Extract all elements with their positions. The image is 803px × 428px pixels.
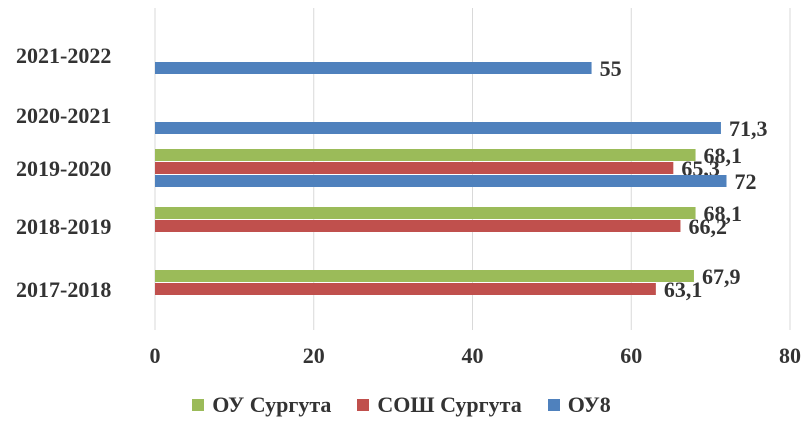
y-category-label: 2020-2021	[16, 103, 111, 128]
x-tick-label: 0	[150, 343, 161, 368]
legend-swatch-ou8	[547, 399, 560, 411]
legend-label-sosh-surgut: СОШ Сургута	[377, 392, 522, 417]
x-tick-label: 20	[303, 343, 325, 368]
x-tick-label: 40	[462, 343, 484, 368]
bar-1-2	[155, 162, 674, 174]
x-tick-label: 80	[779, 343, 801, 368]
data-label: 68,1	[704, 143, 743, 168]
y-category-label: 2019-2020	[16, 156, 111, 181]
legend-item-ou-surgut: ОУ Сургута	[192, 392, 331, 418]
data-label: 66,2	[688, 214, 727, 239]
x-tick-label: 60	[620, 343, 642, 368]
data-label: 72	[735, 169, 757, 194]
data-label: 55	[600, 56, 622, 81]
y-category-label: 2018-2019	[16, 214, 111, 239]
data-label: 63,1	[664, 277, 703, 302]
legend-label-ou8: ОУ8	[567, 392, 611, 417]
legend-label-ou-surgut: ОУ Сургута	[212, 392, 332, 417]
bar-0-1	[155, 207, 696, 219]
bar-2-3	[155, 122, 721, 134]
bar-0-2	[155, 149, 696, 161]
legend-item-ou8: ОУ8	[547, 392, 611, 418]
bar-2-4	[155, 62, 592, 74]
data-label: 71,3	[729, 116, 768, 141]
legend: ОУ Сургута СОШ Сургута ОУ8	[0, 390, 803, 420]
y-category-label: 2021-2022	[16, 43, 111, 68]
data-label: 67,9	[702, 264, 741, 289]
legend-item-sosh-surgut: СОШ Сургута	[357, 392, 522, 418]
legend-swatch-ou-surgut	[192, 399, 205, 411]
bar-2-2	[155, 175, 727, 187]
bar-1-1	[155, 220, 681, 232]
y-category-label: 2017-2018	[16, 277, 111, 302]
bar-1-0	[155, 283, 656, 295]
data-label: 68,1	[704, 201, 743, 226]
bar-0-0	[155, 270, 694, 282]
legend-swatch-sosh-surgut	[357, 399, 370, 411]
